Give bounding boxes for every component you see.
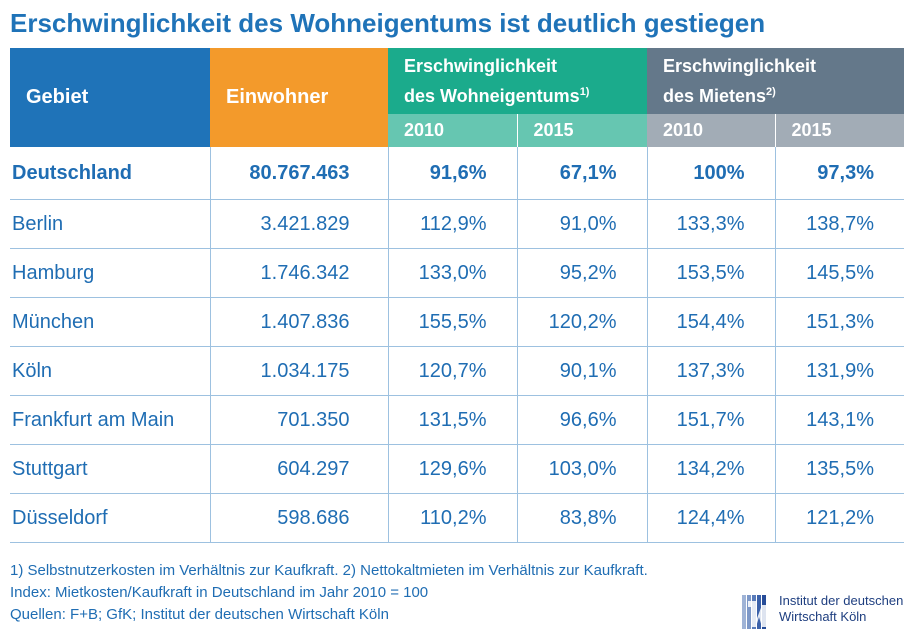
row-own-2015: 96,6% — [516, 395, 647, 445]
table-row: Berlin 3.421.829 112,9% 91,0% 133,3% 138… — [10, 199, 905, 249]
iw-logo-icon — [742, 595, 775, 629]
header-rent-2015: 2015 — [774, 114, 905, 147]
footnote-index: Index: Mietkosten/Kaufkraft in Deutschla… — [10, 584, 429, 601]
row-einwohner: 604.297 — [209, 444, 388, 494]
row-own-2015: 91,0% — [516, 199, 647, 249]
header-rent-2010: 2010 — [647, 114, 775, 147]
row-einwohner: 1.746.342 — [209, 248, 388, 298]
row-rent-2010: 134,2% — [646, 444, 775, 494]
footnote-1: 1) Selbstnutzerkosten im Verhältnis zur … — [10, 562, 648, 579]
table-row: Hamburg 1.746.342 133,0% 95,2% 153,5% 14… — [10, 248, 905, 298]
row-own-2010: 129,6% — [387, 444, 517, 494]
table-row: Deutschland 80.767.463 91,6% 67,1% 100% … — [10, 147, 905, 200]
footnote-sources: Quellen: F+B; GfK; Institut der deutsche… — [10, 606, 389, 623]
footnotes: 1) Selbstnutzerkosten im Verhältnis zur … — [10, 560, 648, 626]
row-name: Frankfurt am Main — [10, 395, 210, 445]
header-rent-group: Erschwinglichkeit des Mietens2) — [647, 48, 905, 114]
row-name: Düsseldorf — [10, 493, 210, 543]
row-rent-2010: 154,4% — [646, 297, 775, 347]
row-rent-2010: 137,3% — [646, 346, 775, 396]
table-row: Düsseldorf 598.686 110,2% 83,8% 124,4% 1… — [10, 493, 905, 543]
row-name: München — [10, 297, 210, 347]
row-rent-2015: 151,3% — [774, 297, 905, 347]
row-name: Deutschland — [10, 147, 210, 200]
row-name: Berlin — [10, 199, 210, 249]
header-own-2010: 2010 — [388, 114, 517, 147]
row-rent-2015: 138,7% — [774, 199, 905, 249]
row-einwohner: 701.350 — [209, 395, 388, 445]
row-own-2015: 120,2% — [516, 297, 647, 347]
iw-logo-line1: Institut der deutschen — [779, 593, 904, 608]
row-rent-2015: 145,5% — [774, 248, 905, 298]
row-own-2015: 83,8% — [516, 493, 647, 543]
header-rent-line2: des Mietens — [663, 86, 767, 106]
header-own-2015: 2015 — [516, 114, 647, 147]
row-own-2010: 120,7% — [387, 346, 517, 396]
row-own-2015: 67,1% — [516, 147, 647, 200]
iw-logo: Institut der deutschen Wirtschaft Köln — [742, 591, 903, 633]
row-rent-2015: 131,9% — [774, 346, 905, 396]
iw-logo-text: Institut der deutschen Wirtschaft Köln — [779, 593, 903, 625]
table-row: Köln 1.034.175 120,7% 90,1% 137,3% 131,9… — [10, 346, 905, 396]
header-einwohner: Einwohner — [210, 48, 388, 147]
row-einwohner: 3.421.829 — [209, 199, 388, 249]
row-einwohner: 80.767.463 — [209, 147, 388, 200]
row-rent-2015: 97,3% — [774, 147, 905, 200]
header-rent-note: 2) — [766, 86, 776, 98]
row-rent-2015: 135,5% — [774, 444, 905, 494]
chart-title: Erschwinglichkeit des Wohneigentums ist … — [10, 8, 766, 38]
row-name: Köln — [10, 346, 210, 396]
row-own-2010: 91,6% — [387, 147, 517, 200]
row-own-2010: 131,5% — [387, 395, 517, 445]
header-ownership-note: 1) — [579, 86, 590, 98]
header-rent-line1: Erschwinglichkeit — [663, 56, 817, 76]
row-rent-2015: 143,1% — [774, 395, 905, 445]
row-own-2015: 95,2% — [516, 248, 647, 298]
row-own-2010: 133,0% — [387, 248, 517, 298]
row-rent-2010: 151,7% — [646, 395, 775, 445]
row-rent-2015: 121,2% — [774, 493, 905, 543]
row-own-2015: 103,0% — [516, 444, 647, 494]
row-rent-2010: 153,5% — [646, 248, 775, 298]
row-own-2010: 155,5% — [387, 297, 517, 347]
row-rent-2010: 124,4% — [646, 493, 775, 543]
row-einwohner: 1.034.175 — [209, 346, 388, 396]
row-rent-2010: 100% — [646, 147, 775, 200]
table-row: Stuttgart 604.297 129,6% 103,0% 134,2% 1… — [10, 444, 905, 494]
header-ownership-group: Erschwinglichkeit des Wohneigentums1) — [388, 48, 647, 114]
table-row: München 1.407.836 155,5% 120,2% 154,4% 1… — [10, 297, 905, 347]
row-own-2010: 110,2% — [387, 493, 517, 543]
affordability-table: Gebiet Einwohner Erschwinglichkeit des W… — [10, 48, 905, 543]
row-einwohner: 1.407.836 — [209, 297, 388, 347]
header-ownership-line1: Erschwinglichkeit — [404, 56, 558, 76]
row-name: Stuttgart — [10, 444, 210, 494]
iw-logo-line2: Wirtschaft Köln — [779, 609, 867, 624]
row-own-2010: 112,9% — [387, 199, 517, 249]
header-ownership-line2: des Wohneigentums — [404, 86, 580, 106]
row-rent-2010: 133,3% — [646, 199, 775, 249]
table-row: Frankfurt am Main 701.350 131,5% 96,6% 1… — [10, 395, 905, 445]
row-own-2015: 90,1% — [516, 346, 647, 396]
row-name: Hamburg — [10, 248, 210, 298]
header-gebiet: Gebiet — [10, 48, 210, 147]
row-einwohner: 598.686 — [209, 493, 388, 543]
